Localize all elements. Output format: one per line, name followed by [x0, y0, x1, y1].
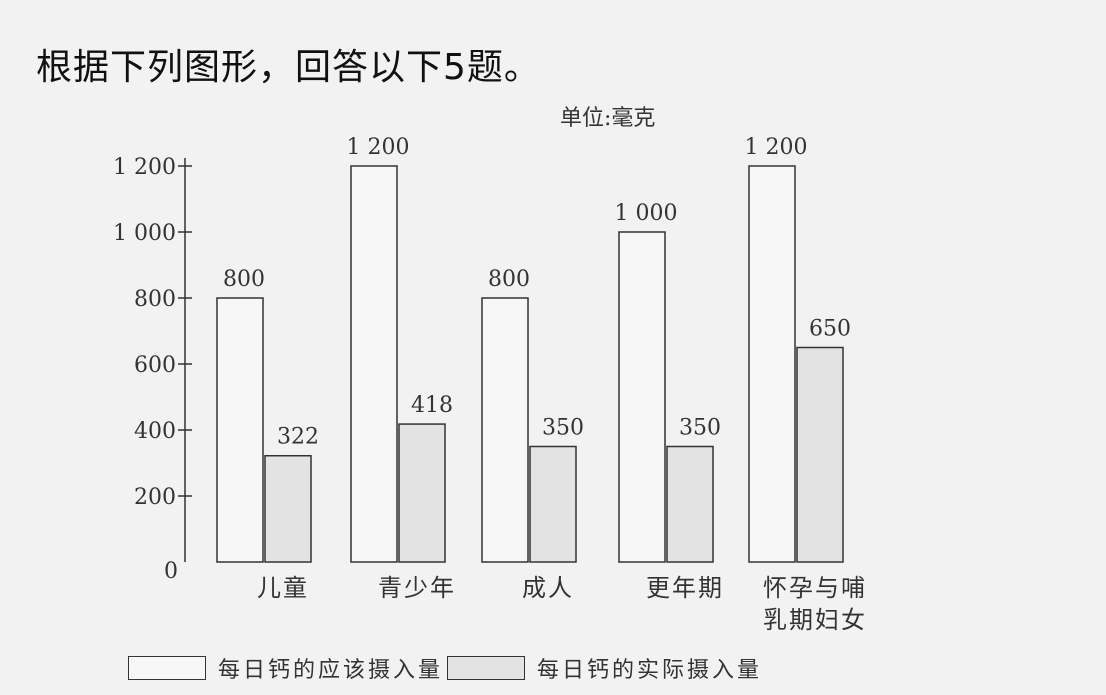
chart-legend: 每日钙的应该摄入量 每日钙的实际摄入量: [128, 652, 762, 684]
y-tick-label: 600: [134, 353, 176, 378]
bar-actual: [796, 346, 844, 563]
legend-label-actual: 每日钙的实际摄入量: [537, 658, 763, 683]
bar-chart: 0 200 400 600 800 1 000 1 200 800 322 儿童 1 200 418 青…: [113, 135, 867, 634]
bar-actual: [264, 454, 312, 563]
bar-data-label: 350: [542, 416, 584, 441]
y-tick-label: 200: [134, 485, 176, 510]
bar-required: [216, 297, 264, 563]
bar-data-label: 322: [277, 425, 319, 450]
x-category-label: 怀孕与哺: [763, 574, 867, 602]
x-category-label: 乳期妇女: [763, 606, 867, 634]
y-tick-label: 1 200: [113, 155, 176, 180]
x-category-label: 更年期: [646, 574, 724, 602]
bar-required: [618, 231, 666, 563]
bar-data-label: 418: [411, 393, 453, 418]
x-category-label: 成人: [522, 574, 574, 602]
bar-data-label: 800: [488, 267, 530, 292]
bar-data-label: 800: [223, 267, 265, 292]
bar-required: [350, 165, 398, 563]
bar-required: [481, 297, 529, 563]
bar-data-label: 1 200: [745, 135, 808, 160]
x-category-label: 儿童: [257, 574, 309, 602]
legend-swatch-actual: [447, 656, 526, 680]
legend-swatch-required: [128, 656, 206, 680]
bar-data-label: 1 200: [347, 135, 410, 160]
y-tick-label: 800: [134, 287, 176, 312]
x-category-label: 青少年: [378, 574, 456, 602]
y-tick-label: 1 000: [113, 221, 176, 246]
page-title: 根据下列图形，回答以下5题。: [36, 47, 541, 88]
bar-data-label: 350: [679, 416, 721, 441]
bar-actual: [529, 445, 577, 563]
bar-required: [748, 165, 796, 563]
y-tick-label: 400: [134, 419, 176, 444]
bar-actual: [666, 445, 714, 563]
bar-actual: [398, 423, 446, 563]
bar-data-label: 1 000: [615, 201, 678, 226]
legend-label-required: 每日钙的应该摄入量: [218, 658, 444, 683]
y-tick-label: 0: [164, 559, 178, 584]
unit-label: 单位:毫克: [560, 106, 656, 131]
bar-data-label: 650: [809, 317, 851, 342]
